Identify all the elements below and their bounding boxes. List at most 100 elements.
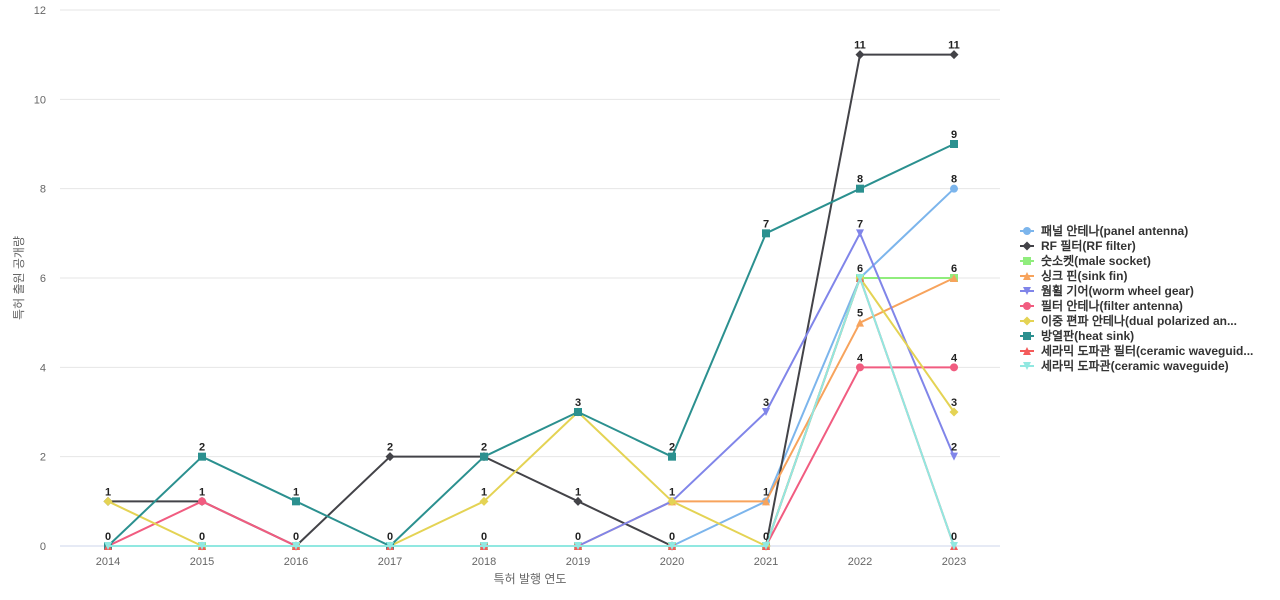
data-label: 1 bbox=[763, 486, 769, 498]
data-point bbox=[198, 452, 206, 461]
series-2[interactable] bbox=[104, 274, 958, 550]
data-point bbox=[104, 542, 112, 550]
legend-marker bbox=[1023, 302, 1031, 310]
data-point bbox=[950, 542, 958, 550]
data-label: 3 bbox=[575, 397, 581, 409]
y-axis-title: 특허 출원 공개량 bbox=[12, 236, 26, 320]
data-point bbox=[198, 497, 206, 506]
data-point bbox=[856, 363, 864, 372]
data-point bbox=[762, 408, 770, 416]
data-label: 6 bbox=[857, 263, 863, 275]
data-label: 0 bbox=[951, 531, 957, 543]
data-point bbox=[574, 408, 582, 416]
data-point bbox=[480, 542, 488, 550]
legend-item[interactable]: 세라믹 도파관(ceramic waveguide) bbox=[1020, 358, 1229, 373]
x-tick-label: 2016 bbox=[284, 556, 308, 568]
data-point bbox=[479, 496, 489, 506]
legend-item[interactable]: 싱크 핀(sink fin) bbox=[1020, 268, 1127, 283]
series-8[interactable] bbox=[104, 274, 958, 550]
data-label: 0 bbox=[763, 531, 769, 543]
data-point bbox=[762, 497, 770, 506]
data-label: 0 bbox=[199, 531, 205, 543]
legend-item[interactable]: RF 필터(RF filter) bbox=[1020, 238, 1136, 253]
legend-marker bbox=[1023, 257, 1031, 265]
data-label: 4 bbox=[857, 352, 864, 364]
data-label: 8 bbox=[951, 174, 957, 186]
legend-marker bbox=[1022, 316, 1032, 326]
x-tick-label: 2019 bbox=[566, 556, 590, 568]
series-3[interactable] bbox=[104, 274, 958, 550]
legend-item[interactable]: 이중 편파 안테나(dual polarized an... bbox=[1020, 313, 1237, 328]
legend-marker bbox=[1023, 272, 1031, 280]
series-1[interactable] bbox=[103, 50, 959, 551]
legend-label: 숫소켓(male socket) bbox=[1041, 253, 1151, 268]
data-label: 0 bbox=[105, 531, 111, 543]
legend-label: 방열판(heat sink) bbox=[1041, 328, 1134, 343]
legend-item[interactable]: 방열판(heat sink) bbox=[1020, 328, 1134, 343]
series-line bbox=[107, 143, 955, 547]
data-label: 7 bbox=[857, 218, 863, 230]
data-labels: 1 0 2 1 0 1 0 2 0 2 1 0 3 1 0 2 1 0 7 3 1 0 11 8 7 6 5 4 11 9 8 6 4 3 2 0 bbox=[105, 40, 960, 543]
x-tick-label: 2017 bbox=[378, 556, 402, 568]
data-point bbox=[950, 274, 958, 282]
data-point bbox=[103, 496, 113, 506]
data-point bbox=[573, 496, 583, 506]
data-label: 11 bbox=[854, 40, 866, 52]
data-point bbox=[950, 140, 958, 148]
data-point bbox=[856, 318, 864, 327]
legend-label: 세라믹 도파관(ceramic waveguide) bbox=[1041, 358, 1229, 373]
grid-lines bbox=[60, 9, 1000, 547]
series-4[interactable] bbox=[104, 229, 958, 550]
x-tick-label: 2015 bbox=[190, 556, 214, 568]
data-point bbox=[292, 497, 300, 506]
data-point bbox=[386, 542, 394, 550]
y-tick-label: 4 bbox=[40, 362, 46, 374]
data-point bbox=[480, 452, 488, 461]
legend-label: 싱크 핀(sink fin) bbox=[1041, 268, 1127, 283]
data-label: 6 bbox=[951, 263, 957, 275]
series-7[interactable] bbox=[104, 140, 958, 550]
data-point bbox=[668, 452, 676, 461]
legend-label: 이중 편파 안테나(dual polarized an... bbox=[1041, 313, 1237, 328]
data-label: 11 bbox=[948, 40, 960, 52]
x-axis-title: 특허 발행 연도 bbox=[494, 571, 567, 586]
data-point bbox=[198, 542, 206, 550]
y-axis-ticks: 0 2 4 6 8 10 12 bbox=[34, 5, 46, 553]
data-point bbox=[950, 363, 958, 372]
data-label: 7 bbox=[763, 218, 769, 230]
series-line bbox=[107, 277, 955, 547]
data-label: 0 bbox=[669, 531, 675, 543]
data-label: 5 bbox=[857, 308, 863, 320]
legend-label: 웜휠 기어(worm wheel gear) bbox=[1041, 283, 1194, 298]
data-label: 0 bbox=[481, 531, 487, 543]
legend-marker bbox=[1023, 227, 1031, 235]
data-label: 2 bbox=[951, 442, 957, 454]
legend-marker bbox=[1023, 332, 1031, 340]
legend-item[interactable]: 세라믹 도파관 필터(ceramic waveguid... bbox=[1020, 343, 1253, 358]
y-tick-label: 2 bbox=[40, 452, 46, 464]
data-point bbox=[762, 229, 770, 238]
legend-item[interactable]: 필터 안테나(filter antenna) bbox=[1020, 298, 1183, 313]
data-point bbox=[574, 542, 582, 550]
data-label: 2 bbox=[669, 442, 675, 454]
series-group bbox=[103, 50, 959, 551]
data-point bbox=[856, 184, 864, 193]
series-9[interactable] bbox=[104, 274, 958, 550]
data-point bbox=[667, 496, 677, 506]
data-label: 1 bbox=[481, 486, 487, 498]
data-point bbox=[856, 274, 864, 282]
legend-item[interactable]: 패널 안테나(panel antenna) bbox=[1020, 223, 1188, 238]
series-line bbox=[107, 277, 955, 547]
x-tick-label: 2020 bbox=[660, 556, 684, 568]
legend[interactable]: 패널 안테나(panel antenna)RF 필터(RF filter)숫소켓… bbox=[1020, 223, 1253, 373]
data-point bbox=[949, 407, 959, 417]
legend-label: 세라믹 도파관 필터(ceramic waveguid... bbox=[1041, 343, 1253, 358]
series-6[interactable] bbox=[103, 273, 959, 551]
legend-item[interactable]: 숫소켓(male socket) bbox=[1020, 253, 1151, 268]
data-label: 8 bbox=[857, 174, 863, 186]
legend-label: RF 필터(RF filter) bbox=[1041, 238, 1136, 253]
data-label: 2 bbox=[387, 442, 393, 454]
legend-label: 패널 안테나(panel antenna) bbox=[1041, 223, 1188, 238]
legend-item[interactable]: 웜휠 기어(worm wheel gear) bbox=[1020, 283, 1194, 298]
